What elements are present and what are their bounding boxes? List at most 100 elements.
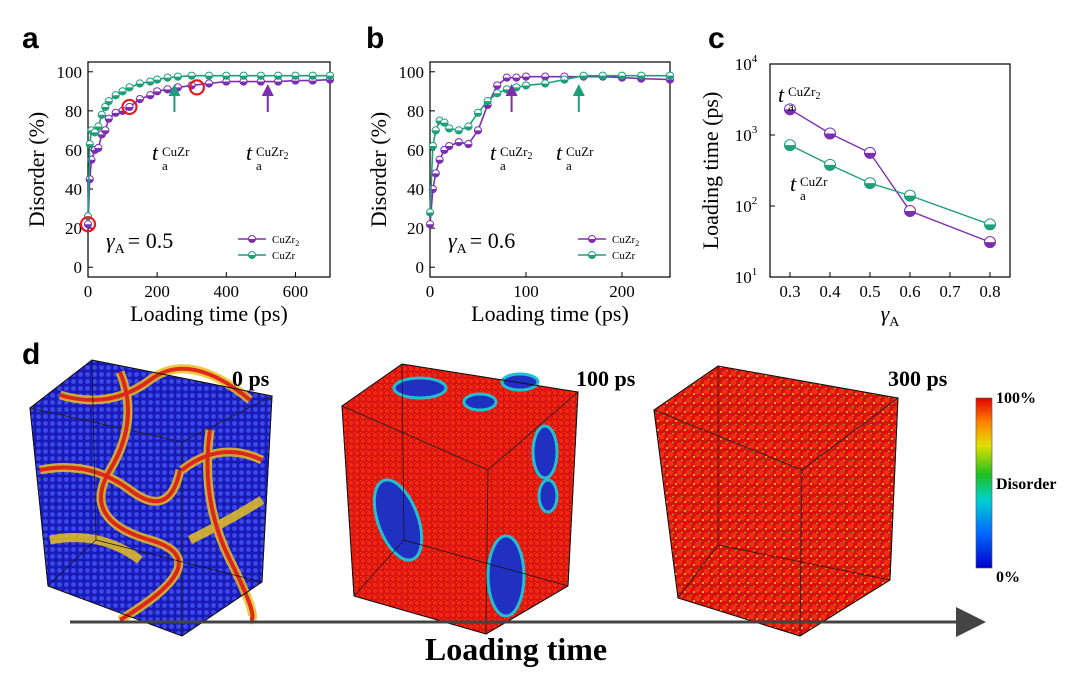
legend-label: CuZr2 (272, 234, 299, 248)
data-point-CuZr (483, 96, 492, 106)
data-point-CuZr2 (445, 141, 454, 151)
x-tick-label: 0.4 (819, 282, 841, 301)
x-tick-label: 600 (283, 282, 309, 301)
legend-marker (588, 251, 596, 259)
panel-c-annotation-cuzr: t CuZr a (790, 171, 828, 203)
y-tick-label: 60 (407, 141, 424, 160)
cube-300ps (653, 365, 899, 637)
svg-text:a: a (788, 99, 794, 114)
data-point-CuZr (90, 128, 100, 137)
x-axis-label: γA (881, 301, 901, 330)
svg-text:t: t (152, 140, 159, 165)
data-point-CuZr (864, 177, 876, 190)
data-point-CuZr2 (163, 85, 172, 94)
data-point-CuZr2 (824, 127, 836, 140)
panel-letter-b: b (366, 22, 384, 55)
colorbar-mid-label: Disorder (996, 476, 1056, 493)
data-point-CuZr2 (425, 220, 435, 229)
data-point-CuZr (125, 83, 134, 92)
highlight-circle (188, 79, 205, 96)
x-tick-label: 0.7 (939, 282, 961, 301)
data-point-CuZr (904, 189, 916, 202)
x-tick-label: 0.8 (979, 282, 1000, 301)
cube-100ps-grain (392, 376, 448, 400)
legend-marker (248, 235, 256, 243)
legend-label: CuZr (272, 250, 296, 262)
data-point-CuZr (239, 71, 248, 80)
x-tick-label: 400 (214, 282, 240, 301)
data-point-CuZr2 (239, 77, 248, 86)
data-point-CuZr (104, 96, 113, 106)
x-tick-label: 200 (609, 282, 635, 301)
svg-text:a: a (162, 158, 168, 173)
x-axis-label: Loading time (ps) (471, 301, 629, 326)
data-point-CuZr2 (204, 79, 214, 88)
x-tick-label: 0.5 (859, 282, 880, 301)
data-point-CuZr (153, 75, 162, 84)
y-tick-label: 100 (399, 63, 425, 82)
svg-text:a: a (256, 158, 262, 173)
svg-text:CuZr: CuZr (800, 174, 828, 189)
data-point-CuZr2 (83, 220, 93, 229)
x-tick-label: 0 (84, 282, 93, 301)
data-point-CuZr (824, 158, 836, 171)
data-point-CuZr (291, 71, 300, 80)
panel-a-annotation-cuzr: t CuZr a (152, 140, 190, 173)
annotation-arrowhead (261, 84, 274, 96)
data-point-CuZr (541, 79, 550, 88)
x-tick-label: 0.3 (779, 282, 800, 301)
x-axis-label: Loading time (ps) (130, 301, 288, 326)
svg-text:CuZr2: CuZr2 (788, 84, 820, 102)
data-point-CuZr (111, 91, 120, 100)
data-point-CuZr2 (984, 236, 996, 249)
x-tick-label: 200 (144, 282, 170, 301)
panel-letter-d: d (22, 338, 40, 371)
series-line-CuZr2 (429, 75, 671, 225)
data-point-CuZr2 (454, 138, 463, 147)
data-point-CuZr (493, 89, 502, 98)
panel-letter-c: c (708, 22, 725, 55)
panel-letter-a: a (22, 22, 39, 55)
data-point-CuZr2 (125, 102, 134, 112)
legend-marker (588, 235, 596, 243)
svg-text:CuZr2: CuZr2 (256, 144, 288, 162)
data-point-CuZr (440, 118, 449, 127)
data-point-CuZr (560, 75, 569, 84)
y-tick-label: 80 (407, 102, 424, 121)
data-point-CuZr (256, 71, 265, 80)
data-point-CuZr (521, 81, 531, 90)
data-point-CuZr (454, 126, 463, 135)
legend-label: CuZr2 (612, 234, 639, 248)
y-axis-label: Loading time (ps) (698, 92, 723, 250)
data-point-CuZr2 (101, 126, 110, 135)
panel-b-annotation-cuzr: t CuZr a (556, 140, 594, 173)
svg-text:CuZr2: CuZr2 (500, 144, 532, 162)
panel-a-gamma: γA = 0.5 (106, 228, 173, 257)
y-tick-label: 0 (416, 258, 425, 277)
cube-0ps (29, 359, 274, 637)
y-tick-label: 103 (735, 124, 758, 145)
y-tick-label: 40 (407, 180, 424, 199)
data-point-CuZr2 (135, 95, 144, 104)
data-point-CuZr (598, 71, 607, 80)
plot-frame (769, 63, 1011, 278)
svg-text:t: t (778, 82, 785, 107)
data-point-CuZr2 (512, 73, 521, 82)
data-point-CuZr (187, 71, 196, 80)
annotation-arrowhead (572, 84, 585, 96)
data-point-CuZr (118, 87, 127, 96)
svg-text:a: a (566, 158, 572, 173)
plot-frame (87, 61, 331, 278)
panel-a-annotation-cuzr2: t CuZr2 a (246, 140, 288, 173)
cube-label-0ps: 0 ps (232, 366, 270, 391)
data-point-CuZr2 (904, 205, 916, 218)
data-point-CuZr (97, 110, 106, 119)
svg-text:CuZr: CuZr (566, 144, 594, 159)
annotation-arrowhead (168, 84, 181, 96)
y-axis-label: Disorder (%) (366, 112, 391, 227)
data-point-CuZr (445, 124, 454, 133)
highlight-circle (79, 216, 97, 233)
data-point-CuZr2 (222, 77, 231, 86)
data-point-CuZr (784, 139, 796, 152)
